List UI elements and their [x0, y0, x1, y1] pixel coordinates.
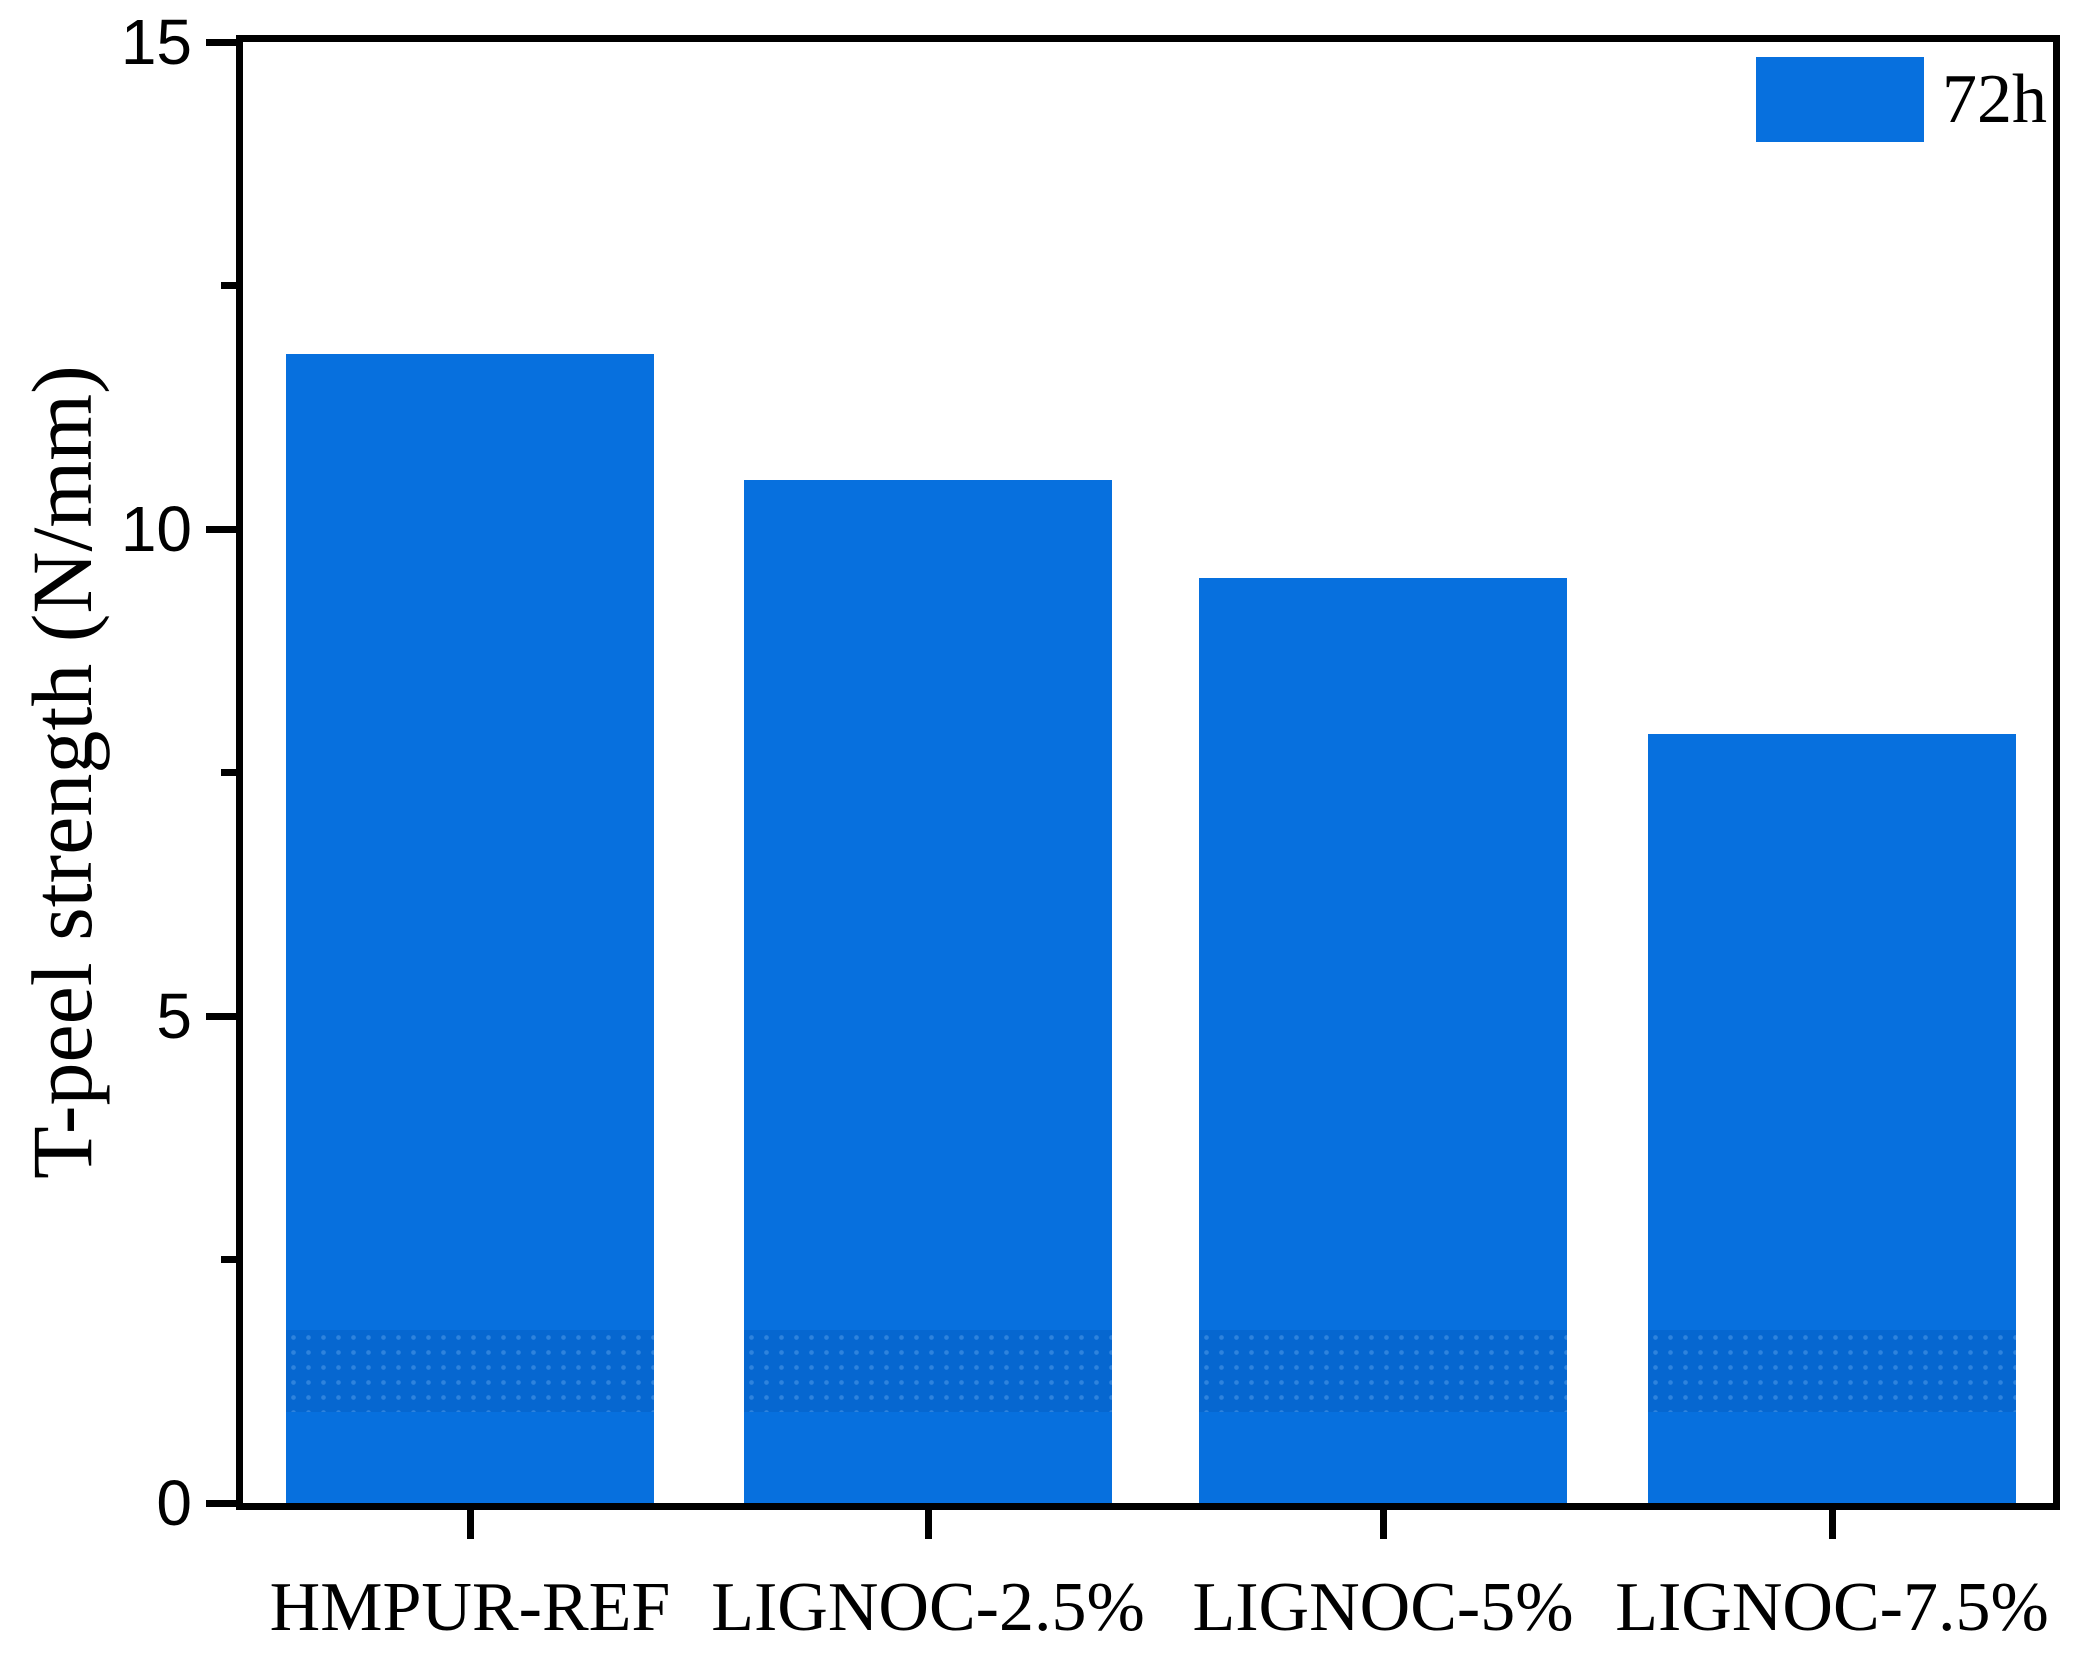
- x-category-label: LIGNOC-2.5%: [711, 1569, 1145, 1646]
- y-axis-major-tick: [206, 1012, 236, 1020]
- bar-watermark-band: [1199, 1330, 1567, 1412]
- plot-area: [236, 35, 2060, 1510]
- bar-HMPUR-REF: [286, 353, 654, 1503]
- bar-watermark-band: [286, 1330, 654, 1412]
- x-category-label: LIGNOC-5%: [1192, 1569, 1574, 1646]
- legend-swatch: [1756, 57, 1924, 142]
- y-tick-label: 0: [156, 1467, 192, 1539]
- y-axis-title: T-peel strength (N/mm): [14, 365, 110, 1179]
- y-axis-major-tick: [206, 38, 236, 46]
- y-tick-label: 5: [156, 980, 192, 1052]
- y-tick-label: 15: [120, 6, 192, 78]
- x-category-label: LIGNOC-7.5%: [1615, 1569, 2049, 1646]
- bar-LIGNOC-7.5%: [1648, 733, 2016, 1503]
- x-axis-tick: [466, 1506, 474, 1539]
- y-axis-minor-tick: [221, 1256, 236, 1263]
- y-axis-major-tick: [206, 1499, 236, 1507]
- bar-watermark-band: [744, 1330, 1112, 1412]
- x-axis-tick: [924, 1506, 932, 1539]
- legend-label: 72h: [1942, 61, 2047, 138]
- y-axis-minor-tick: [221, 282, 236, 289]
- y-axis-major-tick: [206, 525, 236, 533]
- x-axis-tick: [1379, 1506, 1387, 1539]
- legend: 72h: [1756, 57, 2047, 142]
- y-axis-minor-tick: [221, 769, 236, 776]
- bar-LIGNOC-5%: [1199, 577, 1567, 1503]
- x-axis-tick: [1828, 1506, 1836, 1539]
- bar-watermark-band: [1648, 1330, 2016, 1412]
- bar-LIGNOC-2.5%: [744, 480, 1112, 1503]
- y-tick-label: 10: [120, 493, 192, 565]
- x-category-label: HMPUR-REF: [269, 1569, 671, 1646]
